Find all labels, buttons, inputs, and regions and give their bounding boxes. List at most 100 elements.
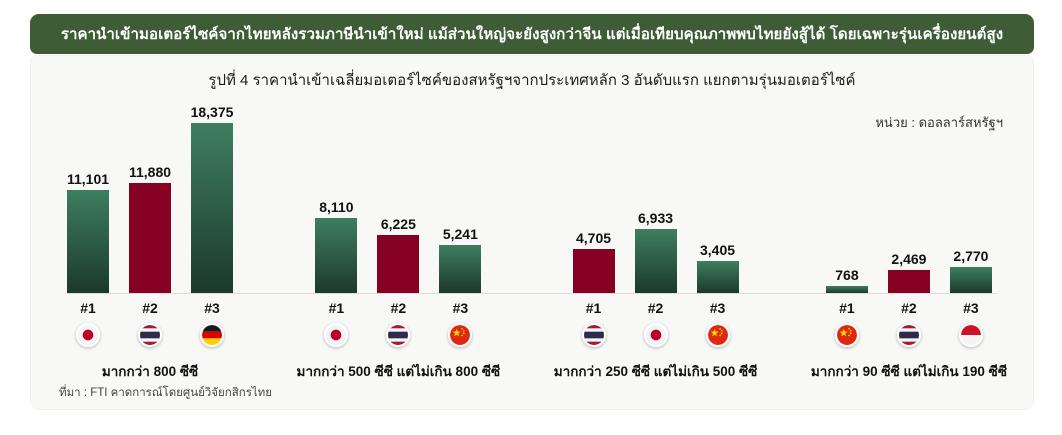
flag-slot	[305, 323, 367, 347]
bar-value-label: 6,933	[638, 210, 674, 226]
bar-japan	[67, 190, 109, 293]
flag-japan-icon	[643, 323, 668, 347]
rank-label: #2	[390, 300, 407, 316]
flag-japan-icon	[76, 323, 100, 347]
flag-slot	[367, 323, 429, 347]
bar-thailand	[887, 270, 930, 293]
flag-slot	[563, 323, 625, 347]
bar-value-label: 2,469	[891, 251, 927, 267]
category-group: 8,110 6,225 5,241 #1 #2 #3 มากกว่า 500 ซีซี แต…	[297, 103, 501, 382]
unit-note: หน่วย : ดอลลาร์สหรัฐฯ	[875, 115, 1003, 130]
bar-value-label: 18,375	[190, 104, 234, 120]
bars-row: 11,101 11,880 18,375	[57, 103, 243, 293]
flag-germany-icon	[200, 323, 224, 347]
category-group: 4,705 6,933 3,405 #1 #2 #3 มากกว่า 250 ซีซี แต…	[554, 103, 758, 382]
bars-row: 8,110 6,225 5,241	[305, 103, 491, 293]
bar-slot: 6,933	[625, 103, 687, 293]
rank-label: #1	[585, 300, 602, 316]
flag-thailand-icon	[386, 323, 411, 347]
flag-japan-icon	[324, 323, 349, 347]
ranks-row: #1 #2 #3	[57, 300, 243, 316]
bar-slot: 2,469	[878, 103, 940, 293]
bar-indonesia	[949, 267, 992, 293]
flag-indonesia-icon	[958, 323, 983, 347]
rank-label: #2	[142, 300, 158, 316]
ranks-row: #1 #2 #3	[305, 300, 491, 316]
flag-slot	[687, 323, 749, 347]
flag-slot	[878, 323, 940, 347]
rank-label: #2	[647, 300, 664, 316]
rank-label: #2	[901, 300, 917, 316]
bar-slot: 5,241	[429, 103, 491, 293]
flag-thailand-icon	[138, 323, 162, 347]
bars-row: 4,705 6,933 3,405	[563, 103, 749, 293]
rank-label: #3	[709, 300, 726, 316]
bar-thailand	[129, 183, 171, 293]
bar-thailand	[572, 249, 615, 293]
category-label: มากกว่า 90 ซีซี แต่ไม่เกิน 190 ซีซี	[810, 364, 1007, 379]
bar-value-label: 6,225	[380, 216, 416, 232]
bar-value-label: 11,101	[66, 171, 110, 187]
flag-slot	[429, 323, 491, 347]
infographic-card: ราคานำเข้ามอเตอร์ไซค์จากไทยหลังรวมภาษีนำ…	[30, 14, 1034, 410]
bar-china	[439, 245, 482, 293]
headline-banner: ราคานำเข้ามอเตอร์ไซค์จากไทยหลังรวมภาษีนำ…	[30, 14, 1034, 54]
bar-value-label: 4,705	[576, 230, 612, 246]
bar-thailand	[377, 235, 420, 293]
flag-thailand-icon	[581, 323, 606, 347]
bar-slot: 11,880	[119, 103, 181, 293]
rank-label: #1	[328, 300, 345, 316]
bar-slot: 2,770	[940, 103, 1002, 293]
flags-row	[816, 323, 1002, 347]
bar-germany	[191, 123, 233, 293]
headline-text: ราคานำเข้ามอเตอร์ไซค์จากไทยหลังรวมภาษีนำ…	[60, 26, 1004, 43]
flag-slot	[119, 323, 181, 347]
bar-slot: 11,101	[57, 103, 119, 293]
bar-japan	[315, 218, 358, 293]
bar-slot: 768	[816, 103, 878, 293]
flag-slot	[940, 323, 1002, 347]
bar-china	[825, 286, 868, 293]
flag-slot	[816, 323, 878, 347]
bar-slot: 3,405	[687, 103, 749, 293]
flag-slot	[181, 323, 243, 347]
ranks-row: #1 #2 #3	[816, 300, 1002, 316]
category-group: 768 2,469 2,770 #1 #2 #3 มากกว่า 90 ซีซี แต่ไม…	[811, 103, 1007, 382]
flag-slot	[625, 323, 687, 347]
bar-chart: 11,101 11,880 18,375 #1 #2 #3 มากกว่า 800 ซีซี…	[57, 103, 1007, 382]
rank-label: #3	[452, 300, 469, 316]
bar-value-label: 3,405	[700, 242, 736, 258]
rank-label: #1	[839, 300, 855, 316]
bar-china	[696, 261, 739, 293]
category-label: มากกว่า 250 ซีซี แต่ไม่เกิน 500 ซีซี	[553, 364, 758, 379]
rank-label: #3	[963, 300, 979, 316]
bar-slot: 6,225	[367, 103, 429, 293]
category-group: 11,101 11,880 18,375 #1 #2 #3 มากกว่า 800 ซีซี	[57, 103, 243, 382]
flags-row	[305, 323, 491, 347]
flag-thailand-icon	[896, 323, 921, 347]
bar-slot: 18,375	[181, 103, 243, 293]
ranks-row: #1 #2 #3	[563, 300, 749, 316]
chart-card-body: รูปที่ 4 ราคานำเข้าเฉลี่ยมอเตอร์ไซค์ของส…	[30, 55, 1034, 410]
bar-slot: 4,705	[563, 103, 625, 293]
bar-japan	[634, 229, 677, 293]
bar-value-label: 8,110	[319, 199, 354, 215]
bar-value-label: 768	[835, 267, 859, 283]
category-label: มากกว่า 800 ซีซี	[101, 364, 199, 379]
rank-label: #3	[204, 300, 220, 316]
flag-china-icon	[834, 323, 859, 347]
bar-slot: 8,110	[305, 103, 367, 293]
bar-value-label: 2,770	[953, 248, 989, 264]
flag-slot	[57, 323, 119, 347]
bars-row: 768 2,469 2,770	[816, 103, 1002, 293]
source-note: ที่มา : FTI คาดการณ์โดยศูนย์วิจัยกสิกรไท…	[59, 387, 272, 399]
rank-label: #1	[80, 300, 96, 316]
flags-row	[563, 323, 749, 347]
bar-value-label: 5,241	[442, 226, 478, 242]
bar-value-label: 11,880	[128, 164, 172, 180]
chart-title: รูปที่ 4 ราคานำเข้าเฉลี่ยมอเตอร์ไซค์ของส…	[208, 72, 856, 89]
category-label: มากกว่า 500 ซีซี แต่ไม่เกิน 800 ซีซี	[296, 364, 501, 379]
baseline-axis	[67, 293, 997, 294]
flag-china-icon	[448, 323, 473, 347]
